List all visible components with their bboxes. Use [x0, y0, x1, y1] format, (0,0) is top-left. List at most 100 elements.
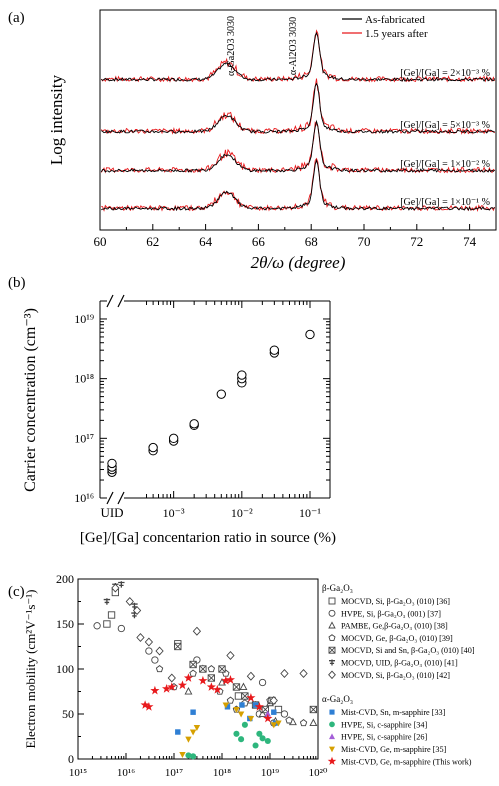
data-point-s12 — [246, 693, 256, 702]
data-point-s12 — [167, 682, 177, 691]
panel-b-y-tick-label: 10¹⁹ — [74, 312, 94, 326]
data-point-s5 — [189, 660, 197, 669]
data-point — [305, 329, 315, 340]
data-point-s7 — [136, 632, 145, 643]
data-point-s12 — [221, 675, 231, 685]
data-point — [148, 442, 158, 453]
panel-c-legend: β-Ga₂O₃ MOCVD, Si, β-Ga₂O₃ (010) [36] HVPE… — [322, 583, 475, 766]
data-point-s9 — [233, 730, 240, 737]
data-point-s4 — [189, 669, 197, 677]
trace-annotation-1: [Ge]/[Ga] = 2×10⁻³ % — [400, 68, 490, 79]
data-point-s4 — [299, 719, 308, 727]
panel-c-x-tick-label: 10¹⁷ — [165, 767, 183, 779]
legend-label-s4: MOCVD, Ge, β-Ga₂O₃ (010) [39] — [341, 634, 453, 643]
legend-marker-s12 — [327, 756, 337, 765]
data-point-s2 — [280, 710, 289, 718]
data-point-s4 — [207, 665, 216, 673]
panel-c-x-tick-label: 10¹⁸ — [213, 767, 231, 779]
data-point-s12 — [254, 702, 264, 711]
legend-marker-s11 — [329, 746, 335, 753]
panel-b-x-tick-label: 10⁻² — [231, 506, 253, 520]
trace-annotation-4: [Ge]/[Ga] = 1×10⁻¹ % — [400, 197, 490, 208]
data-point-s8 — [224, 704, 231, 710]
data-point-s8 — [190, 709, 196, 715]
data-point-s7 — [299, 668, 308, 679]
data-point-s7 — [280, 668, 289, 679]
data-point-s12 — [212, 684, 222, 694]
legend-marker-s2 — [328, 609, 336, 617]
legend-marker-s10 — [329, 733, 335, 740]
data-point-s10 — [264, 710, 272, 717]
data-point-s8 — [252, 702, 259, 708]
panel-b-ticks: 10⁻³ 10⁻² 10⁻¹ UID 10¹⁶ 10¹⁷ 10¹⁸ 10¹⁹ — [74, 300, 330, 520]
legend-marker-s6 — [329, 659, 335, 666]
data-point-s2 — [151, 656, 159, 664]
trace-1-5-years-3 — [100, 121, 495, 174]
data-point-s2 — [258, 678, 267, 687]
data-point-s2 — [117, 624, 125, 633]
panel-label-c: (c) — [8, 584, 25, 600]
data-point-s8 — [271, 709, 277, 715]
legend-label-s10: HVPE, Si, c-sapphire [26] — [341, 733, 427, 742]
panel-c-points — [93, 581, 318, 760]
data-point-s4 — [155, 665, 164, 673]
data-point-s2 — [93, 622, 101, 630]
data-point-s9 — [241, 721, 248, 728]
data-point-s4 — [285, 716, 293, 724]
data-point-s7 — [167, 673, 176, 683]
data-point-s11 — [185, 736, 192, 743]
panel-c-x-tick-label: 10¹⁶ — [117, 767, 135, 779]
data-point-s1 — [234, 692, 243, 700]
panel-c-x-tick-label: 10¹⁵ — [69, 767, 87, 779]
trace-1-5-years-1 — [100, 29, 496, 83]
panel-a-x-tick-label: 64 — [199, 234, 213, 249]
panel-a-legend: As-fabricated 1.5 years after — [342, 14, 428, 40]
data-point-s7 — [192, 626, 202, 636]
legend-group-title: α-Ga₂O₃ — [322, 694, 353, 704]
panel-a-x-tick-label: 74 — [463, 234, 477, 249]
data-point-s11 — [247, 715, 255, 723]
data-point-s1 — [103, 620, 111, 628]
data-point-s9 — [256, 730, 263, 737]
legend-marker-s3 — [328, 621, 336, 629]
panel-c-y-axis-label: Electron mobility (cm²V⁻¹s⁻¹) — [23, 590, 38, 749]
data-point-s6 — [103, 598, 111, 605]
panel-b-carrier-chart: 10⁻³ 10⁻² 10⁻¹ UID 10¹⁶ 10¹⁷ 10¹⁸ 10¹⁹ Carrier … — [22, 294, 336, 546]
data-point-s7 — [111, 583, 120, 593]
data-point-s1 — [107, 611, 116, 619]
panel-a-x-tick-label: 72 — [410, 234, 423, 249]
legend-group-title: β-Ga₂O₃ — [322, 583, 353, 593]
legend-marker-s8 — [329, 709, 335, 715]
data-point-s5 — [309, 705, 317, 714]
legend-label-1-5-years: 1.5 years after — [365, 28, 428, 40]
data-point-s11 — [237, 711, 245, 718]
panel-c-mobility-chart: 0 50 100 150 200 10¹⁵ 10¹⁶ 10¹⁷ 10¹⁸ 10¹⁹ 10²⁰ Ele… — [23, 572, 475, 779]
axis-break-bottom — [106, 491, 125, 505]
panel-b-y-tick-label: 10¹⁸ — [74, 372, 94, 386]
panel-a-x-tick-label: 60 — [94, 234, 107, 249]
panel-c-y-tick-label: 50 — [62, 707, 74, 721]
data-point-s9 — [259, 735, 266, 742]
legend-label-s5: MOCVD, Si and Sn, β-Ga₂O₃ (010) [40] — [341, 646, 475, 655]
trace-as-fabricated-3 — [100, 119, 496, 173]
trace-annotation-3: [Ge]/[Ga] = 1×10⁻² % — [400, 159, 490, 170]
data-point-s11 — [222, 702, 230, 709]
data-point-s12 — [206, 682, 216, 691]
axis-break-top — [106, 294, 125, 308]
panel-a-x-tick-label: 62 — [146, 234, 159, 249]
data-point-s9 — [264, 737, 271, 745]
data-point-s3 — [184, 687, 193, 695]
data-point-s3 — [258, 709, 267, 718]
legend-label-s9: HVPE, Si, c-sapphire [34] — [341, 720, 427, 729]
data-point-s7 — [226, 650, 235, 661]
data-point-s3 — [309, 718, 318, 727]
peak-label-al2o3: α-Al2O3 3030 — [288, 17, 299, 75]
data-point-s12 — [183, 673, 193, 682]
panel-c-y-tick-label: 150 — [56, 617, 74, 631]
panel-b-y-tick-label: 10¹⁶ — [74, 491, 94, 505]
data-point-s4 — [226, 696, 235, 704]
data-point-s8 — [239, 702, 245, 708]
data-point-s12 — [225, 675, 235, 684]
panel-c-y-tick-label: 200 — [56, 572, 74, 586]
